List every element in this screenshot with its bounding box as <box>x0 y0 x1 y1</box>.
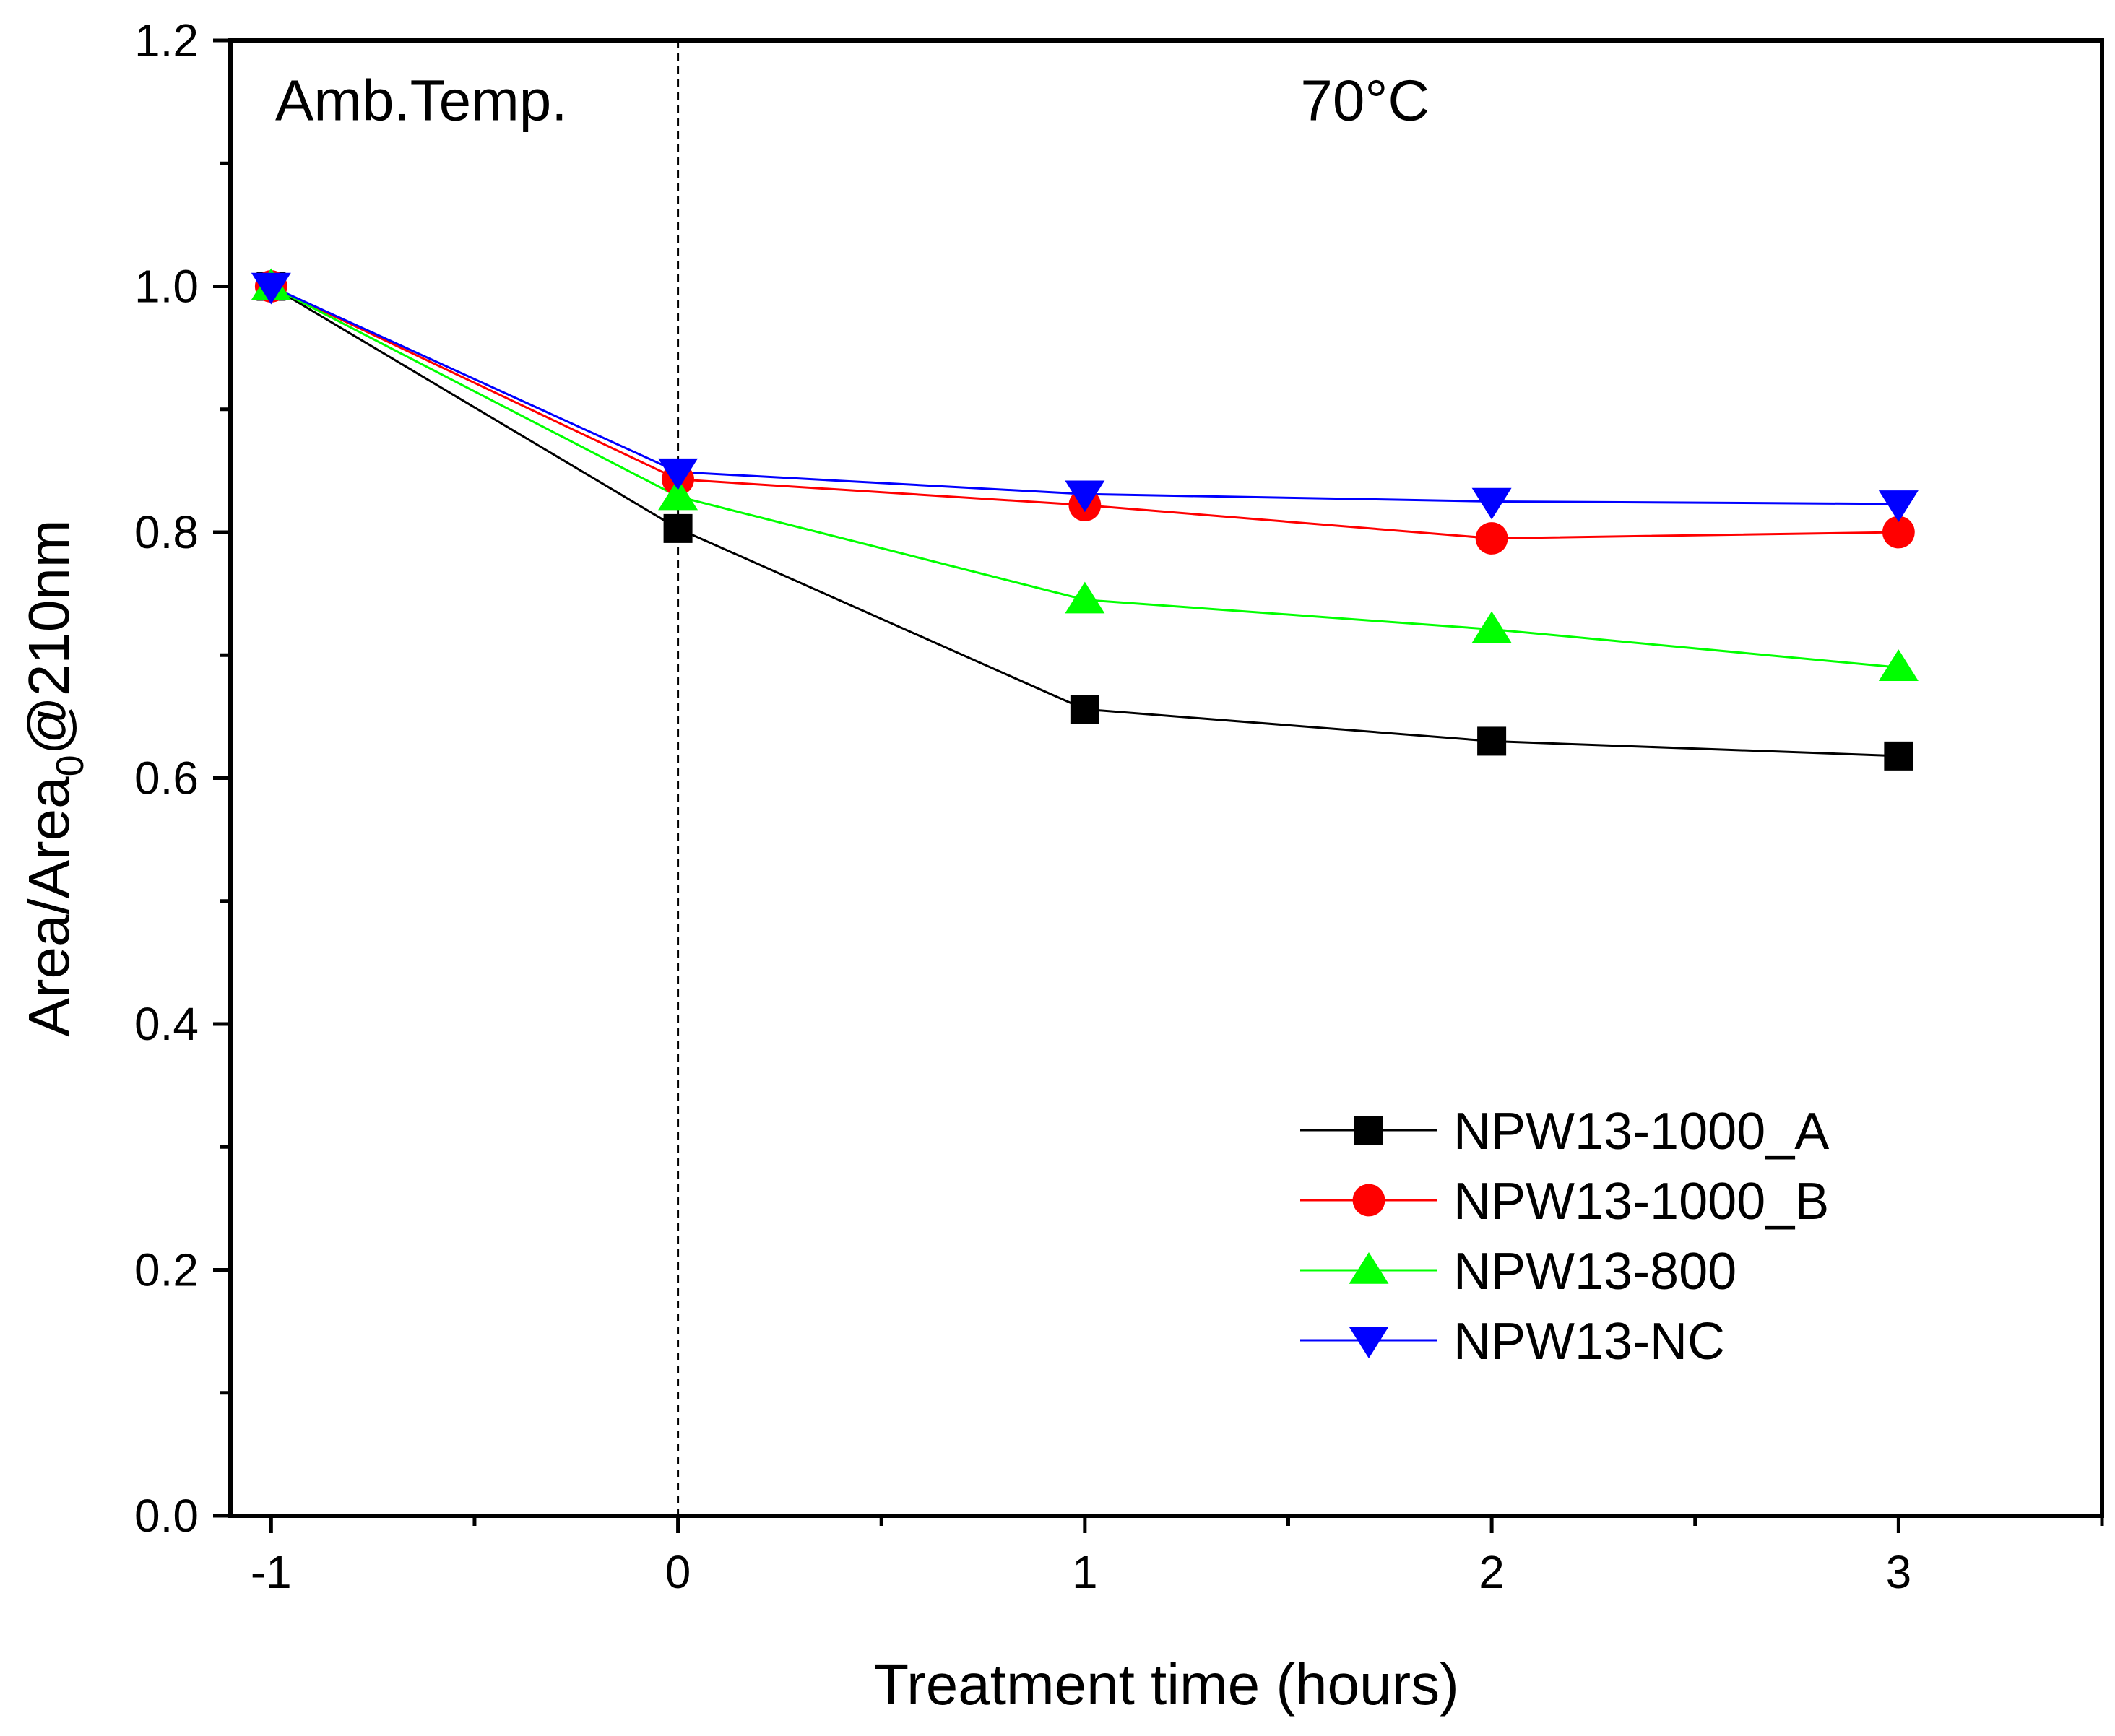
series-0-point <box>1070 695 1099 724</box>
series-3-point <box>1878 490 1919 522</box>
series-2-point <box>658 478 698 511</box>
legend-marker-2 <box>1349 1252 1389 1284</box>
legend-marker-0 <box>1354 1116 1383 1145</box>
tick-layer: -1 0 1 2 3 0.0 0.2 0.4 0.6 0.8 1.0 1.2 <box>134 14 2104 1598</box>
series-3-point <box>658 458 698 490</box>
series-1-point <box>1475 522 1508 555</box>
annotation-70c: 70°C <box>1300 69 1430 133</box>
y-axis-title-subscript: 0 <box>48 755 92 776</box>
annotation-layer: Amb.Temp. 70°C <box>275 69 1430 133</box>
y-axis-title-suffix: @210nm <box>17 519 81 755</box>
y-axis-title-main: Area/Area <box>17 776 81 1037</box>
series-3-point <box>1471 487 1512 520</box>
legend-marker-1 <box>1352 1184 1385 1217</box>
series-2-point <box>1065 581 1105 614</box>
x-axis-title: Treatment time (hours) <box>873 1652 1459 1717</box>
series-layer <box>251 268 1919 771</box>
y-axis-title: Area/Area0@210nm <box>17 519 92 1036</box>
series-0-point <box>1477 726 1507 756</box>
x-tick-label: 2 <box>1479 1546 1505 1598</box>
series-3-point <box>251 272 291 305</box>
series-3-point <box>1065 480 1105 513</box>
legend-label-2: NPW13-800 <box>1453 1243 1736 1301</box>
series-2-point <box>1471 611 1512 643</box>
y-tick-label: 1.0 <box>134 261 199 313</box>
legend-label-0: NPW13-1000_A <box>1453 1103 1829 1160</box>
x-tick-label: -1 <box>251 1546 292 1598</box>
legend: NPW13-1000_A NPW13-1000_B NPW13-800 NPW13-N… <box>1300 1103 1829 1371</box>
legend-label-1: NPW13-1000_B <box>1453 1173 1829 1231</box>
series-1-point <box>1882 516 1915 549</box>
series-0-point <box>1884 741 1913 771</box>
series-0-point <box>663 513 693 543</box>
legend-label-3: NPW13-NC <box>1453 1313 1725 1371</box>
x-tick-label: 1 <box>1072 1546 1098 1598</box>
y-tick-label: 0.2 <box>134 1244 199 1296</box>
series-2-point <box>1878 649 1919 682</box>
y-tick-label: 1.2 <box>134 14 199 66</box>
legend-marker-3 <box>1349 1327 1389 1358</box>
y-tick-label: 0.4 <box>134 998 199 1050</box>
y-tick-label: 0.0 <box>134 1490 199 1542</box>
x-tick-label: 3 <box>1886 1546 1912 1598</box>
x-tick-label: 0 <box>665 1546 691 1598</box>
y-tick-label: 0.8 <box>134 506 199 558</box>
y-tick-label: 0.6 <box>134 752 199 804</box>
annotation-ambient-temp: Amb.Temp. <box>275 69 568 133</box>
